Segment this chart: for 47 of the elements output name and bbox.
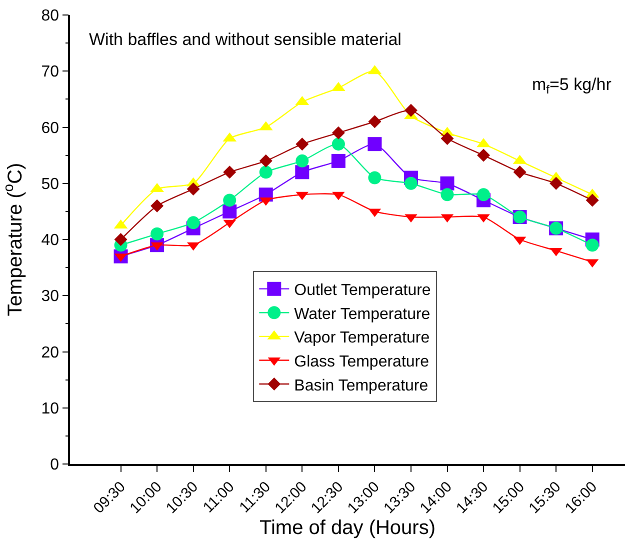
legend-label: Basin Temperature bbox=[294, 377, 428, 394]
y-tick-label: 60 bbox=[41, 120, 60, 137]
point bbox=[550, 176, 563, 190]
point bbox=[114, 233, 128, 246]
point bbox=[186, 182, 200, 196]
legend-label: Vapor Temperature bbox=[294, 330, 430, 347]
legend-label: Glass Temperature bbox=[294, 353, 430, 370]
point bbox=[296, 138, 309, 151]
point bbox=[150, 199, 164, 212]
annotation: With baffles and without sensible material bbox=[89, 30, 402, 49]
point bbox=[259, 154, 272, 168]
x-axis-title: Time of day (Hours) bbox=[260, 516, 436, 539]
y-tick-label: 70 bbox=[41, 64, 60, 81]
point bbox=[368, 171, 382, 184]
point bbox=[440, 132, 454, 145]
point bbox=[223, 194, 236, 207]
point bbox=[513, 166, 526, 179]
point bbox=[186, 216, 200, 230]
legend-label: Outlet Temperature bbox=[294, 282, 431, 300]
point bbox=[404, 176, 418, 190]
point bbox=[295, 165, 310, 180]
y-tick-label: 30 bbox=[41, 288, 60, 306]
point bbox=[332, 126, 345, 140]
point bbox=[404, 104, 418, 117]
y-tick-label: 40 bbox=[41, 232, 60, 250]
point bbox=[440, 176, 454, 190]
y-tick-label: 10 bbox=[41, 400, 60, 418]
y-tick-label: 20 bbox=[41, 344, 60, 362]
annotation: m$_{f}$=5 kg/hr bbox=[532, 75, 612, 97]
y-tick-label: 0 bbox=[50, 456, 60, 474]
point bbox=[440, 188, 454, 202]
y-tick-label: 50 bbox=[41, 176, 60, 193]
point bbox=[586, 194, 599, 207]
point bbox=[331, 154, 346, 168]
y-tick-label: 80 bbox=[41, 8, 60, 25]
point bbox=[477, 148, 490, 162]
point bbox=[332, 138, 345, 151]
point bbox=[368, 137, 382, 152]
point bbox=[259, 166, 272, 179]
point bbox=[223, 166, 236, 179]
legend-label: Water Temperature bbox=[294, 306, 430, 323]
point bbox=[368, 115, 382, 128]
point bbox=[222, 204, 237, 218]
point bbox=[586, 238, 599, 252]
point bbox=[296, 154, 309, 168]
point bbox=[477, 188, 490, 202]
point bbox=[150, 227, 164, 240]
